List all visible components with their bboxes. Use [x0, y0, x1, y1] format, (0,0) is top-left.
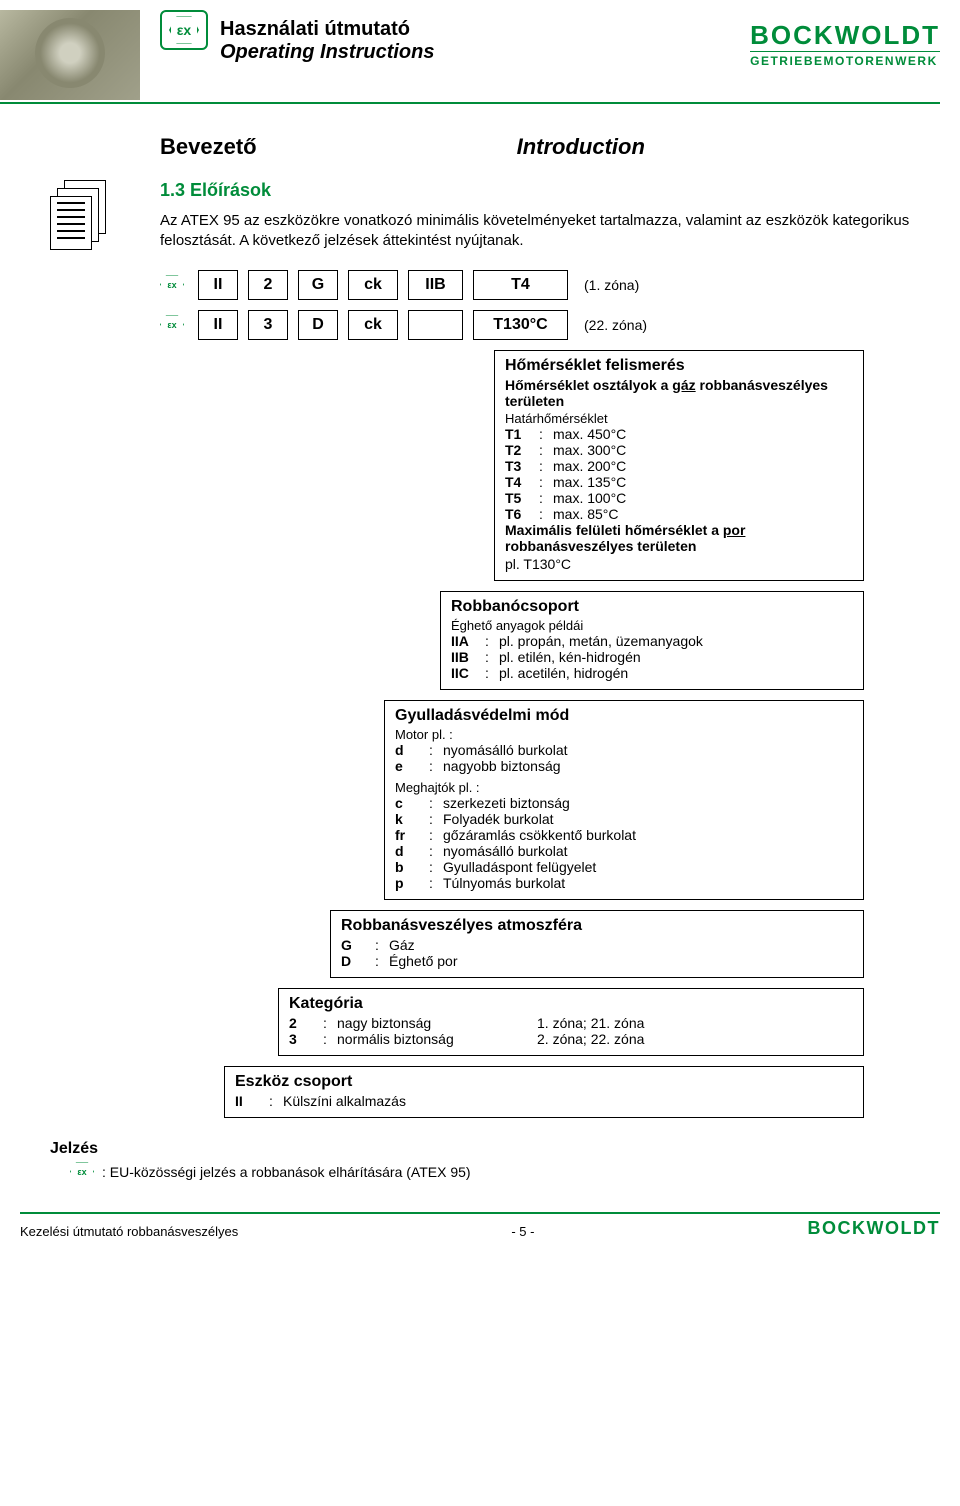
zone-note: (22. zóna) — [584, 317, 647, 333]
cell: G — [298, 270, 338, 300]
jelzes-title: Jelzés — [50, 1140, 960, 1158]
cell: ck — [348, 270, 398, 300]
box-smallhead: Határhőmérséklet — [505, 411, 853, 426]
temperature-box: Hőmérséklet felismerés Hőmérséklet osztá… — [494, 350, 864, 581]
prot-table-2: c:szerkezeti biztonság k:Folyadék burkol… — [395, 795, 642, 891]
cell: T130°C — [473, 310, 568, 340]
device-group-box: Eszköz csoport II:Külszíni alkalmazás — [224, 1066, 864, 1118]
ex-icon: εx — [70, 1162, 94, 1182]
box-title: Gyulladásvédelmi mód — [395, 707, 853, 725]
cell: T4 — [473, 270, 568, 300]
body-row: 1.3 Előírások Az ATEX 95 az eszközökre v… — [50, 180, 960, 1128]
cell: IIB — [408, 270, 463, 300]
brand-name: BOCKWOLDT — [750, 20, 940, 51]
cell: 3 — [248, 310, 288, 340]
box-title: Robbanásveszélyes atmoszféra — [341, 917, 853, 935]
cell — [408, 310, 463, 340]
ex-logo-icon: εx — [160, 10, 208, 50]
cell: II — [198, 310, 238, 340]
document-stack-icon — [50, 180, 120, 260]
group-table: IIA:pl. propán, metán, üzemanyagok IIB:p… — [451, 633, 709, 681]
code-rows: εx II 2 G ck IIB T4 (1. zóna) εx II 3 D … — [160, 270, 930, 340]
cell: D — [298, 310, 338, 340]
box-sub: Hőmérséklet osztályok a gáz robbanásvesz… — [505, 377, 853, 409]
box-title: Hőmérséklet felismerés — [505, 357, 853, 375]
section-titles: Bevezető Introduction — [160, 134, 960, 160]
ex-icon: εx — [160, 275, 184, 295]
footer-brand: BOCKWOLDT — [808, 1218, 940, 1239]
section-title-hu: Bevezető — [160, 134, 257, 160]
classification-tree: Hőmérséklet felismerés Hőmérséklet osztá… — [160, 350, 930, 1118]
header-title-hu: Használati útmutató — [220, 18, 750, 41]
box-sub: Éghető anyagok példái — [451, 618, 853, 633]
header-title-en: Operating Instructions — [220, 41, 750, 64]
header-photo — [0, 10, 140, 100]
section-title-en: Introduction — [517, 134, 645, 160]
code-row-2: εx II 3 D ck T130°C (22. zóna) — [160, 310, 930, 340]
content-area: 1.3 Előírások Az ATEX 95 az eszközökre v… — [160, 180, 930, 1128]
cat-table: 2:nagy biztonság1. zóna; 21. zóna 3:norm… — [289, 1015, 650, 1047]
prot-table-1: d:nyomásálló burkolat e:nagyobb biztonsá… — [395, 742, 574, 774]
box-sub1: Motor pl. : — [395, 727, 853, 742]
category-box: Kategória 2:nagy biztonság1. zóna; 21. z… — [278, 988, 864, 1056]
box-sub2: Meghajtók pl. : — [395, 780, 853, 795]
atm-table: G:Gáz D:Éghető por — [341, 937, 464, 969]
jelzes-block: Jelzés εx : EU-közösségi jelzés a robban… — [50, 1140, 960, 1182]
page-header: εx Használati útmutató Operating Instruc… — [0, 10, 940, 104]
footer-center: - 5 - — [511, 1224, 534, 1239]
intro-paragraph: Az ATEX 95 az eszközökre vonatkozó minim… — [160, 211, 930, 252]
box-title: Eszköz csoport — [235, 1073, 853, 1091]
header-brand-block: BOCKWOLDT GETRIEBEMOTORENWERK — [750, 10, 940, 68]
ex-icon: εx — [160, 315, 184, 335]
cell: II — [198, 270, 238, 300]
box-sub2: Maximális felületi hőmérséklet a por rob… — [505, 522, 853, 554]
footer-left: Kezelési útmutató robbanásveszélyes — [20, 1224, 238, 1239]
protection-mode-box: Gyulladásvédelmi mód Motor pl. : d:nyomá… — [384, 700, 864, 900]
atmosphere-box: Robbanásveszélyes atmoszféra G:Gáz D:Égh… — [330, 910, 864, 978]
cell: ck — [348, 310, 398, 340]
header-center: Használati útmutató Operating Instructio… — [220, 10, 750, 64]
subsection-heading: 1.3 Előírások — [160, 180, 930, 201]
ex-hex: εx — [169, 15, 199, 45]
cell: 2 — [248, 270, 288, 300]
brand-subtitle: GETRIEBEMOTORENWERK — [750, 51, 940, 68]
explosion-group-box: Robbanócsoport Éghető anyagok példái IIA… — [440, 591, 864, 690]
temp-table: T1:max. 450°C T2:max. 300°C T3:max. 200°… — [505, 426, 632, 522]
temp-example: pl. T130°C — [505, 556, 853, 572]
page-footer: Kezelési útmutató robbanásveszélyes - 5 … — [20, 1212, 940, 1239]
code-row-1: εx II 2 G ck IIB T4 (1. zóna) — [160, 270, 930, 300]
box-title: Robbanócsoport — [451, 598, 853, 616]
jelzes-row: εx : EU-közösségi jelzés a robbanások el… — [70, 1162, 960, 1182]
devgrp-table: II:Külszíni alkalmazás — [235, 1093, 412, 1109]
box-title: Kategória — [289, 995, 853, 1013]
zone-note: (1. zóna) — [584, 277, 639, 293]
jelzes-text: : EU-közösségi jelzés a robbanások elhár… — [102, 1164, 471, 1180]
box-stack: Hőmérséklet felismerés Hőmérséklet osztá… — [160, 350, 930, 1118]
